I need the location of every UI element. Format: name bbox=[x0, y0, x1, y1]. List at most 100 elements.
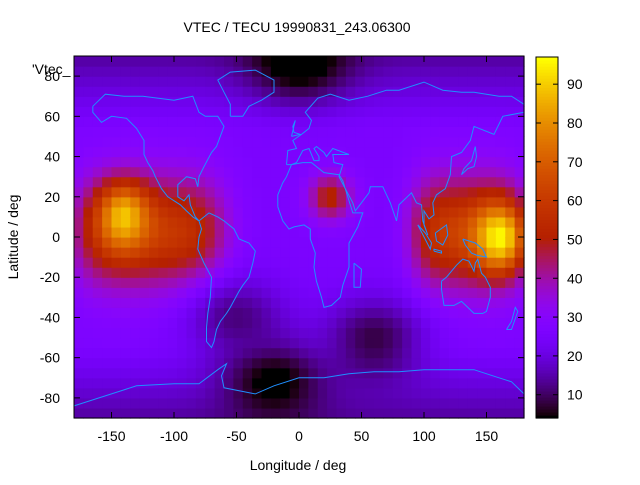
heatmap-cell bbox=[139, 126, 150, 138]
colorbar-segment bbox=[536, 96, 558, 100]
heatmap-cell bbox=[327, 247, 338, 258]
heatmap-cell bbox=[336, 237, 347, 248]
heatmap-cell bbox=[345, 377, 356, 389]
heatmap-cell bbox=[139, 116, 150, 127]
heatmap-cell bbox=[83, 357, 94, 369]
heatmap-cell bbox=[327, 347, 338, 359]
heatmap-cell bbox=[355, 357, 366, 369]
heatmap-cell bbox=[345, 237, 356, 248]
heatmap-cell bbox=[336, 116, 347, 127]
heatmap-cell bbox=[495, 136, 506, 148]
heatmap-cell bbox=[449, 156, 459, 168]
heatmap-cell bbox=[92, 377, 103, 389]
heatmap-cell bbox=[477, 387, 488, 399]
heatmap-cell bbox=[233, 237, 244, 248]
heatmap-cell bbox=[374, 307, 384, 319]
heatmap-cell bbox=[355, 166, 366, 178]
heatmap-cell bbox=[270, 257, 281, 268]
heatmap-cell bbox=[83, 176, 94, 188]
heatmap-cell bbox=[327, 407, 338, 419]
heatmap-cell bbox=[505, 206, 516, 218]
heatmap-cell bbox=[364, 367, 375, 379]
chart-title: VTEC / TECU 19990831_243.06300 bbox=[183, 19, 410, 35]
heatmap-cell bbox=[242, 96, 253, 107]
heatmap-cell bbox=[383, 196, 394, 208]
heatmap-cell bbox=[514, 56, 525, 67]
heatmap-cell bbox=[430, 106, 441, 117]
heatmap-cell bbox=[514, 237, 525, 248]
heatmap-cell bbox=[392, 166, 403, 178]
heatmap-cell bbox=[495, 397, 506, 409]
heatmap-cell bbox=[92, 166, 103, 178]
heatmap-cell bbox=[270, 116, 281, 127]
heatmap-cell bbox=[467, 357, 478, 369]
heatmap-cell bbox=[280, 257, 291, 268]
heatmap-cell bbox=[336, 327, 347, 339]
heatmap-cell bbox=[420, 277, 431, 288]
heatmap-cell bbox=[130, 146, 141, 158]
heatmap-cell bbox=[120, 347, 131, 359]
colorbar-tick-label: 60 bbox=[567, 193, 583, 209]
heatmap-cell bbox=[92, 146, 103, 158]
heatmap-cell bbox=[505, 176, 516, 188]
heatmap-cell bbox=[186, 347, 197, 359]
heatmap-cell bbox=[186, 76, 197, 87]
heatmap-cell bbox=[495, 257, 506, 268]
heatmap-cell bbox=[139, 277, 150, 288]
heatmap-cell bbox=[74, 156, 84, 168]
heatmap-cell bbox=[505, 166, 516, 178]
colorbar-segment bbox=[536, 246, 558, 251]
heatmap-cell bbox=[458, 96, 469, 107]
heatmap-cell bbox=[345, 196, 356, 208]
heatmap-cell bbox=[177, 307, 188, 319]
heatmap-cell bbox=[205, 166, 216, 178]
colorbar-segment bbox=[536, 309, 558, 314]
heatmap-cell bbox=[252, 337, 263, 349]
heatmap-cell bbox=[439, 357, 450, 369]
heatmap-cell bbox=[308, 237, 319, 248]
heatmap-cell bbox=[177, 86, 188, 97]
colorbar-segment bbox=[536, 351, 558, 356]
heatmap-cell bbox=[449, 136, 459, 148]
heatmap-cell bbox=[336, 297, 347, 308]
heatmap-cell bbox=[195, 56, 206, 67]
heatmap-cell bbox=[374, 106, 384, 117]
heatmap-cell bbox=[139, 337, 150, 349]
colorbar-segment bbox=[536, 408, 558, 413]
heatmap-cell bbox=[299, 337, 309, 349]
colorbar-segment bbox=[536, 192, 558, 196]
heatmap-cell bbox=[280, 136, 291, 148]
heatmap-cell bbox=[308, 96, 319, 107]
heatmap-cell bbox=[139, 327, 150, 339]
heatmap-cell bbox=[458, 267, 469, 278]
heatmap-cell bbox=[514, 146, 525, 158]
heatmap-cell bbox=[327, 186, 338, 198]
heatmap-cell bbox=[486, 76, 497, 87]
heatmap-cell bbox=[430, 307, 441, 319]
heatmap-cell bbox=[224, 367, 234, 379]
heatmap-cell bbox=[214, 166, 225, 178]
heatmap-cell bbox=[486, 277, 497, 288]
heatmap-cell bbox=[130, 267, 141, 278]
heatmap-cell bbox=[205, 216, 216, 228]
heatmap-cell bbox=[317, 126, 328, 138]
heatmap-cell bbox=[186, 216, 197, 228]
heatmap-cell bbox=[261, 196, 272, 208]
heatmap-cell bbox=[383, 277, 394, 288]
heatmap-cell bbox=[252, 327, 263, 339]
heatmap-cell bbox=[167, 277, 178, 288]
heatmap-cell bbox=[92, 126, 103, 138]
heatmap-cell bbox=[420, 357, 431, 369]
heatmap-cell bbox=[158, 176, 169, 188]
heatmap-cell bbox=[214, 176, 225, 188]
heatmap-cell bbox=[458, 357, 469, 369]
heatmap-cell bbox=[383, 377, 394, 389]
heatmap-cell bbox=[252, 56, 263, 67]
heatmap-cell bbox=[402, 247, 413, 258]
heatmap-cell bbox=[120, 206, 131, 218]
heatmap-cell bbox=[214, 247, 225, 258]
heatmap-cell bbox=[280, 387, 291, 399]
heatmap-cell bbox=[242, 166, 253, 178]
heatmap-cell bbox=[139, 186, 150, 198]
colorbar-segment bbox=[536, 249, 558, 254]
